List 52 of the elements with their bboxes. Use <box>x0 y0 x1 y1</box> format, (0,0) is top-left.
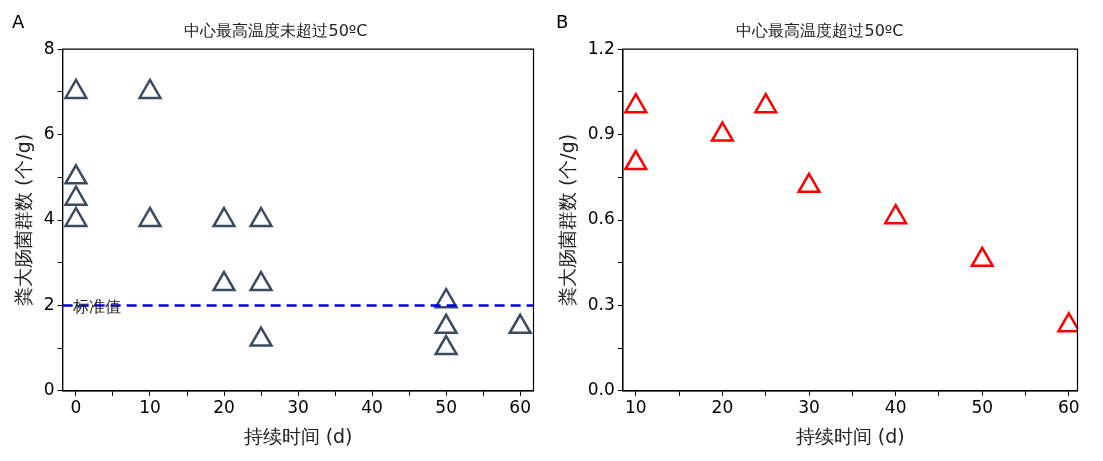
point <box>883 203 908 225</box>
y-axis-title: 粪大肠菌群数 (个/g) <box>556 133 579 307</box>
point <box>64 164 88 185</box>
y-tick-label: 1.2 <box>587 37 615 58</box>
point <box>434 313 458 334</box>
point <box>624 149 648 171</box>
point <box>710 121 735 142</box>
point <box>212 206 236 228</box>
point <box>754 92 778 114</box>
x-tick-label: 50 <box>971 397 994 418</box>
x-axis-title: 持续时间 (d) <box>243 424 353 447</box>
chart-title: 中心最高温度超过50ºC <box>736 20 904 40</box>
point <box>64 78 88 100</box>
x-tick-label: 20 <box>711 397 734 418</box>
point <box>249 326 273 347</box>
point <box>138 78 162 100</box>
y-tick-label: 0.6 <box>587 208 615 229</box>
x-tick-label: 30 <box>798 397 820 418</box>
y-tick-label: 0 <box>43 379 55 400</box>
y-tick-label: 8 <box>43 37 55 58</box>
y-tick-label: 6 <box>43 123 55 144</box>
text: B <box>556 10 569 32</box>
y-tick-label: 2 <box>43 293 55 314</box>
x-tick-label: 0 <box>70 397 82 418</box>
point <box>434 334 458 356</box>
point <box>797 172 821 194</box>
point <box>212 270 236 292</box>
point <box>249 270 273 292</box>
point <box>138 206 162 228</box>
x-tick-label: 50 <box>435 397 457 418</box>
x-tick-label: 20 <box>213 397 235 418</box>
chart-title: 中心最高温度未超过50ºC <box>184 20 368 40</box>
x-tick-label: 60 <box>509 397 531 418</box>
x-tick-label: 40 <box>884 397 907 418</box>
x-tick-label: 40 <box>361 397 383 418</box>
x-tick-label: 10 <box>625 397 647 418</box>
y-tick-label: 4 <box>43 208 55 229</box>
point <box>508 313 532 334</box>
x-tick-label: 60 <box>1058 397 1080 418</box>
point <box>64 185 88 206</box>
y-axis-title: 粪大肠菌群数 (个/g) <box>12 133 35 307</box>
y-tick-label: 0.9 <box>587 123 615 144</box>
point <box>249 206 273 228</box>
text: A <box>12 10 25 32</box>
y-tick-label: 0.3 <box>587 293 615 314</box>
x-axis-title: 持续时间 (d) <box>795 424 905 447</box>
point <box>970 246 994 268</box>
point <box>64 206 88 228</box>
point <box>624 92 648 114</box>
x-tick-label: 10 <box>139 397 161 418</box>
x-tick-label: 30 <box>287 397 309 418</box>
y-tick-label: 0.0 <box>587 379 615 400</box>
